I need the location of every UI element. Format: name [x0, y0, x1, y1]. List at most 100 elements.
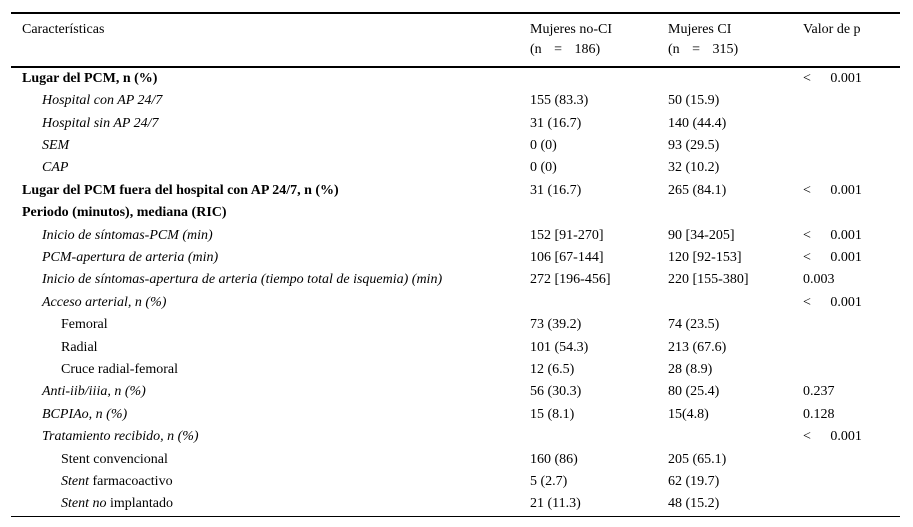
table-row: Femoral 73 (39.2) 74 (23.5): [11, 314, 900, 336]
cell-mujeres-ci: 50 (15.9): [668, 93, 720, 109]
header-mujeres-no-ci-n: (n = 186): [530, 41, 601, 57]
cell-mujeres-ci: [668, 68, 803, 90]
row-label: Lugar del PCM fuera del hospital con AP …: [11, 180, 530, 202]
cell-mujeres-no-ci: [530, 426, 668, 448]
cell-mujeres-no-ci: 0 (0): [530, 138, 557, 154]
table-row: CAP 0 (0) 32 (10.2): [11, 157, 900, 179]
row-label-text: Hospital sin AP 24/7: [42, 115, 159, 131]
cell-p-value: [803, 113, 900, 135]
row-label-text: implantado: [106, 496, 173, 512]
row-label-text: SEM: [42, 138, 70, 154]
cell-mujeres-ci: 74 (23.5): [668, 317, 720, 333]
cell-mujeres-no-ci: 31 (16.7): [530, 115, 582, 131]
row-label-text: Hospital con AP 24/7: [42, 93, 163, 109]
table-row: Hospital sin AP 24/7 31 (16.7) 140 (44.4…: [11, 113, 900, 135]
cell-mujeres-ci: 213 (67.6): [668, 339, 727, 355]
row-label-text: Lugar del PCM fuera del hospital con AP …: [22, 182, 339, 198]
table-row: Lugar del PCM, n (%) < 0.001: [11, 68, 900, 90]
row-label-text: Lugar del PCM, n (%): [22, 70, 158, 86]
cell-mujeres-ci: 15(4.8): [668, 406, 709, 422]
cell-mujeres-no-ci: 155 (83.3): [530, 93, 589, 109]
cell-mujeres-ci: 90 [34-205]: [668, 227, 735, 243]
cell-mujeres-no-ci: 152 [91-270]: [530, 227, 604, 243]
row-label-text: CAP: [42, 160, 69, 176]
header-mujeres-no-ci: Mujeres no-CI (n = 186): [530, 20, 668, 60]
cell-mujeres-ci: 140 (44.4): [668, 115, 727, 131]
row-label: Cruce radial-femoral: [11, 359, 530, 381]
cell-mujeres-ci: 48 (15.2): [668, 496, 720, 512]
row-label: Stent farmacoactivo: [11, 471, 530, 493]
cell-p-value: < 0.001: [803, 182, 862, 198]
row-label-text: Femoral: [61, 317, 108, 333]
row-label-text: Inicio de síntomas-PCM (min): [42, 227, 213, 243]
row-label-text: Anti-iib/iiia, n (%): [42, 384, 146, 400]
row-label: BCPIAo, n (%): [11, 404, 530, 426]
cell-p-value: 0.128: [803, 406, 835, 422]
table-header-rule: [11, 65, 900, 68]
row-label-text: PCM-apertura de arteria (min): [42, 250, 219, 266]
cell-p-value: [803, 449, 900, 471]
cell-p-value: < 0.001: [803, 227, 862, 243]
row-label: Hospital sin AP 24/7: [11, 113, 530, 135]
cell-mujeres-no-ci: [530, 292, 668, 314]
table-row: Tratamiento recibido, n (%) < 0.001: [11, 426, 900, 448]
table-row: Lugar del PCM fuera del hospital con AP …: [11, 180, 900, 202]
cell-mujeres-no-ci: [530, 202, 668, 224]
table-row: Stent farmacoactivo 5 (2.7) 62 (19.7): [11, 471, 900, 493]
cell-mujeres-ci: [668, 426, 803, 448]
cell-mujeres-ci: 32 (10.2): [668, 160, 720, 176]
cell-p-value: 0.003: [803, 272, 835, 288]
row-label: Hospital con AP 24/7: [11, 90, 530, 112]
cell-p-value: [803, 493, 900, 515]
table-row: PCM-apertura de arteria (min) 106 [67-14…: [11, 247, 900, 269]
cell-p-value: < 0.001: [803, 250, 862, 266]
cell-mujeres-ci: 28 (8.9): [668, 361, 713, 377]
cell-mujeres-no-ci: 160 (86): [530, 451, 578, 467]
table-row: Stent no implantado 21 (11.3) 48 (15.2): [11, 493, 900, 515]
cell-mujeres-no-ci: 101 (54.3): [530, 339, 589, 355]
cell-mujeres-no-ci: 15 (8.1): [530, 406, 575, 422]
table-row: Acceso arterial, n (%) < 0.001: [11, 292, 900, 314]
cell-p-value: [803, 135, 900, 157]
row-label: CAP: [11, 157, 530, 179]
header-mujeres-no-ci-label: Mujeres no-CI: [530, 21, 613, 37]
row-label-text: Stent: [61, 473, 89, 489]
row-label: Anti-iib/iiia, n (%): [11, 381, 530, 403]
table-row: Radial 101 (54.3) 213 (67.6): [11, 337, 900, 359]
cell-p-value: [803, 337, 900, 359]
cell-mujeres-no-ci: 12 (6.5): [530, 361, 575, 377]
cell-mujeres-no-ci: 5 (2.7): [530, 473, 568, 489]
row-label: SEM: [11, 135, 530, 157]
cell-p-value: [803, 471, 900, 493]
cell-mujeres-ci: 93 (29.5): [668, 138, 720, 154]
table-row: Inicio de síntomas-PCM (min) 152 [91-270…: [11, 225, 900, 247]
table-row: Hospital con AP 24/7 155 (83.3) 50 (15.9…: [11, 90, 900, 112]
table-row: Inicio de síntomas-apertura de arteria (…: [11, 269, 900, 291]
cell-mujeres-no-ci: 73 (39.2): [530, 317, 582, 333]
table-row: Periodo (minutos), mediana (RIC): [11, 202, 900, 224]
row-label-text: Cruce radial-femoral: [61, 361, 178, 377]
cell-p-value: 0.237: [803, 384, 835, 400]
row-label: Tratamiento recibido, n (%): [11, 426, 530, 448]
cell-mujeres-ci: [668, 292, 803, 314]
cell-p-value: < 0.001: [803, 294, 862, 310]
row-label-text: Periodo (minutos), mediana (RIC): [22, 205, 227, 221]
row-label: Inicio de síntomas-apertura de arteria (…: [11, 269, 530, 291]
row-label: Femoral: [11, 314, 530, 336]
cell-p-value: [803, 157, 900, 179]
row-label-text: Stent no: [61, 496, 107, 512]
header-mujeres-ci-n: (n = 315): [668, 41, 739, 57]
row-label: Acceso arterial, n (%): [11, 292, 530, 314]
cell-mujeres-no-ci: 0 (0): [530, 160, 557, 176]
table-row: Stent convencional 160 (86) 205 (65.1): [11, 449, 900, 471]
cell-p-value: [803, 90, 900, 112]
cell-mujeres-ci: 62 (19.7): [668, 473, 720, 489]
table-bottom-rule: [11, 515, 900, 518]
cell-mujeres-no-ci: 106 [67-144]: [530, 250, 604, 266]
row-label: Stent no implantado: [11, 493, 530, 515]
table-row: Cruce radial-femoral 12 (6.5) 28 (8.9): [11, 359, 900, 381]
table-row: BCPIAo, n (%) 15 (8.1) 15(4.8) 0.128: [11, 404, 900, 426]
cell-mujeres-ci: 205 (65.1): [668, 451, 727, 467]
cell-mujeres-no-ci: 272 [196-456]: [530, 272, 611, 288]
